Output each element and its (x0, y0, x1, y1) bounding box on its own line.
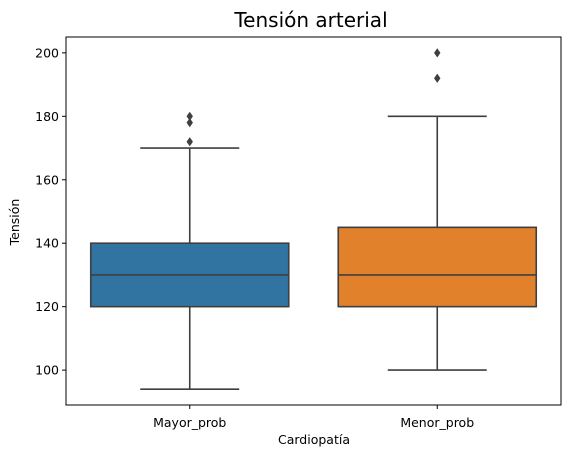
outlier-point-mayor-prob (186, 118, 193, 128)
y-tick-label: 100 (35, 363, 59, 378)
outlier-point-menor-prob (434, 48, 441, 58)
x-tick-label-mayor-prob: Mayor_prob (153, 415, 226, 430)
y-tick-label: 120 (35, 299, 59, 314)
y-axis-label: Tensión (7, 199, 22, 247)
y-tick-label: 200 (35, 45, 59, 60)
chart-title: Tensión arterial (233, 8, 387, 32)
outlier-point-mayor-prob (186, 111, 193, 121)
y-tick-label: 160 (35, 172, 59, 187)
y-tick-label: 140 (35, 236, 59, 251)
outlier-point-mayor-prob (186, 137, 193, 147)
box-menor-prob (337, 226, 538, 308)
y-tick-label: 180 (35, 109, 59, 124)
outlier-point-menor-prob (434, 73, 441, 83)
x-tick-label-menor-prob: Menor_prob (400, 415, 474, 430)
plot-frame (65, 36, 562, 406)
plot-area: 100 120 140 160 180 200 Mayor_prob Menor_prob (35, 36, 562, 430)
x-axis-label: Cardiopatía (278, 432, 350, 447)
